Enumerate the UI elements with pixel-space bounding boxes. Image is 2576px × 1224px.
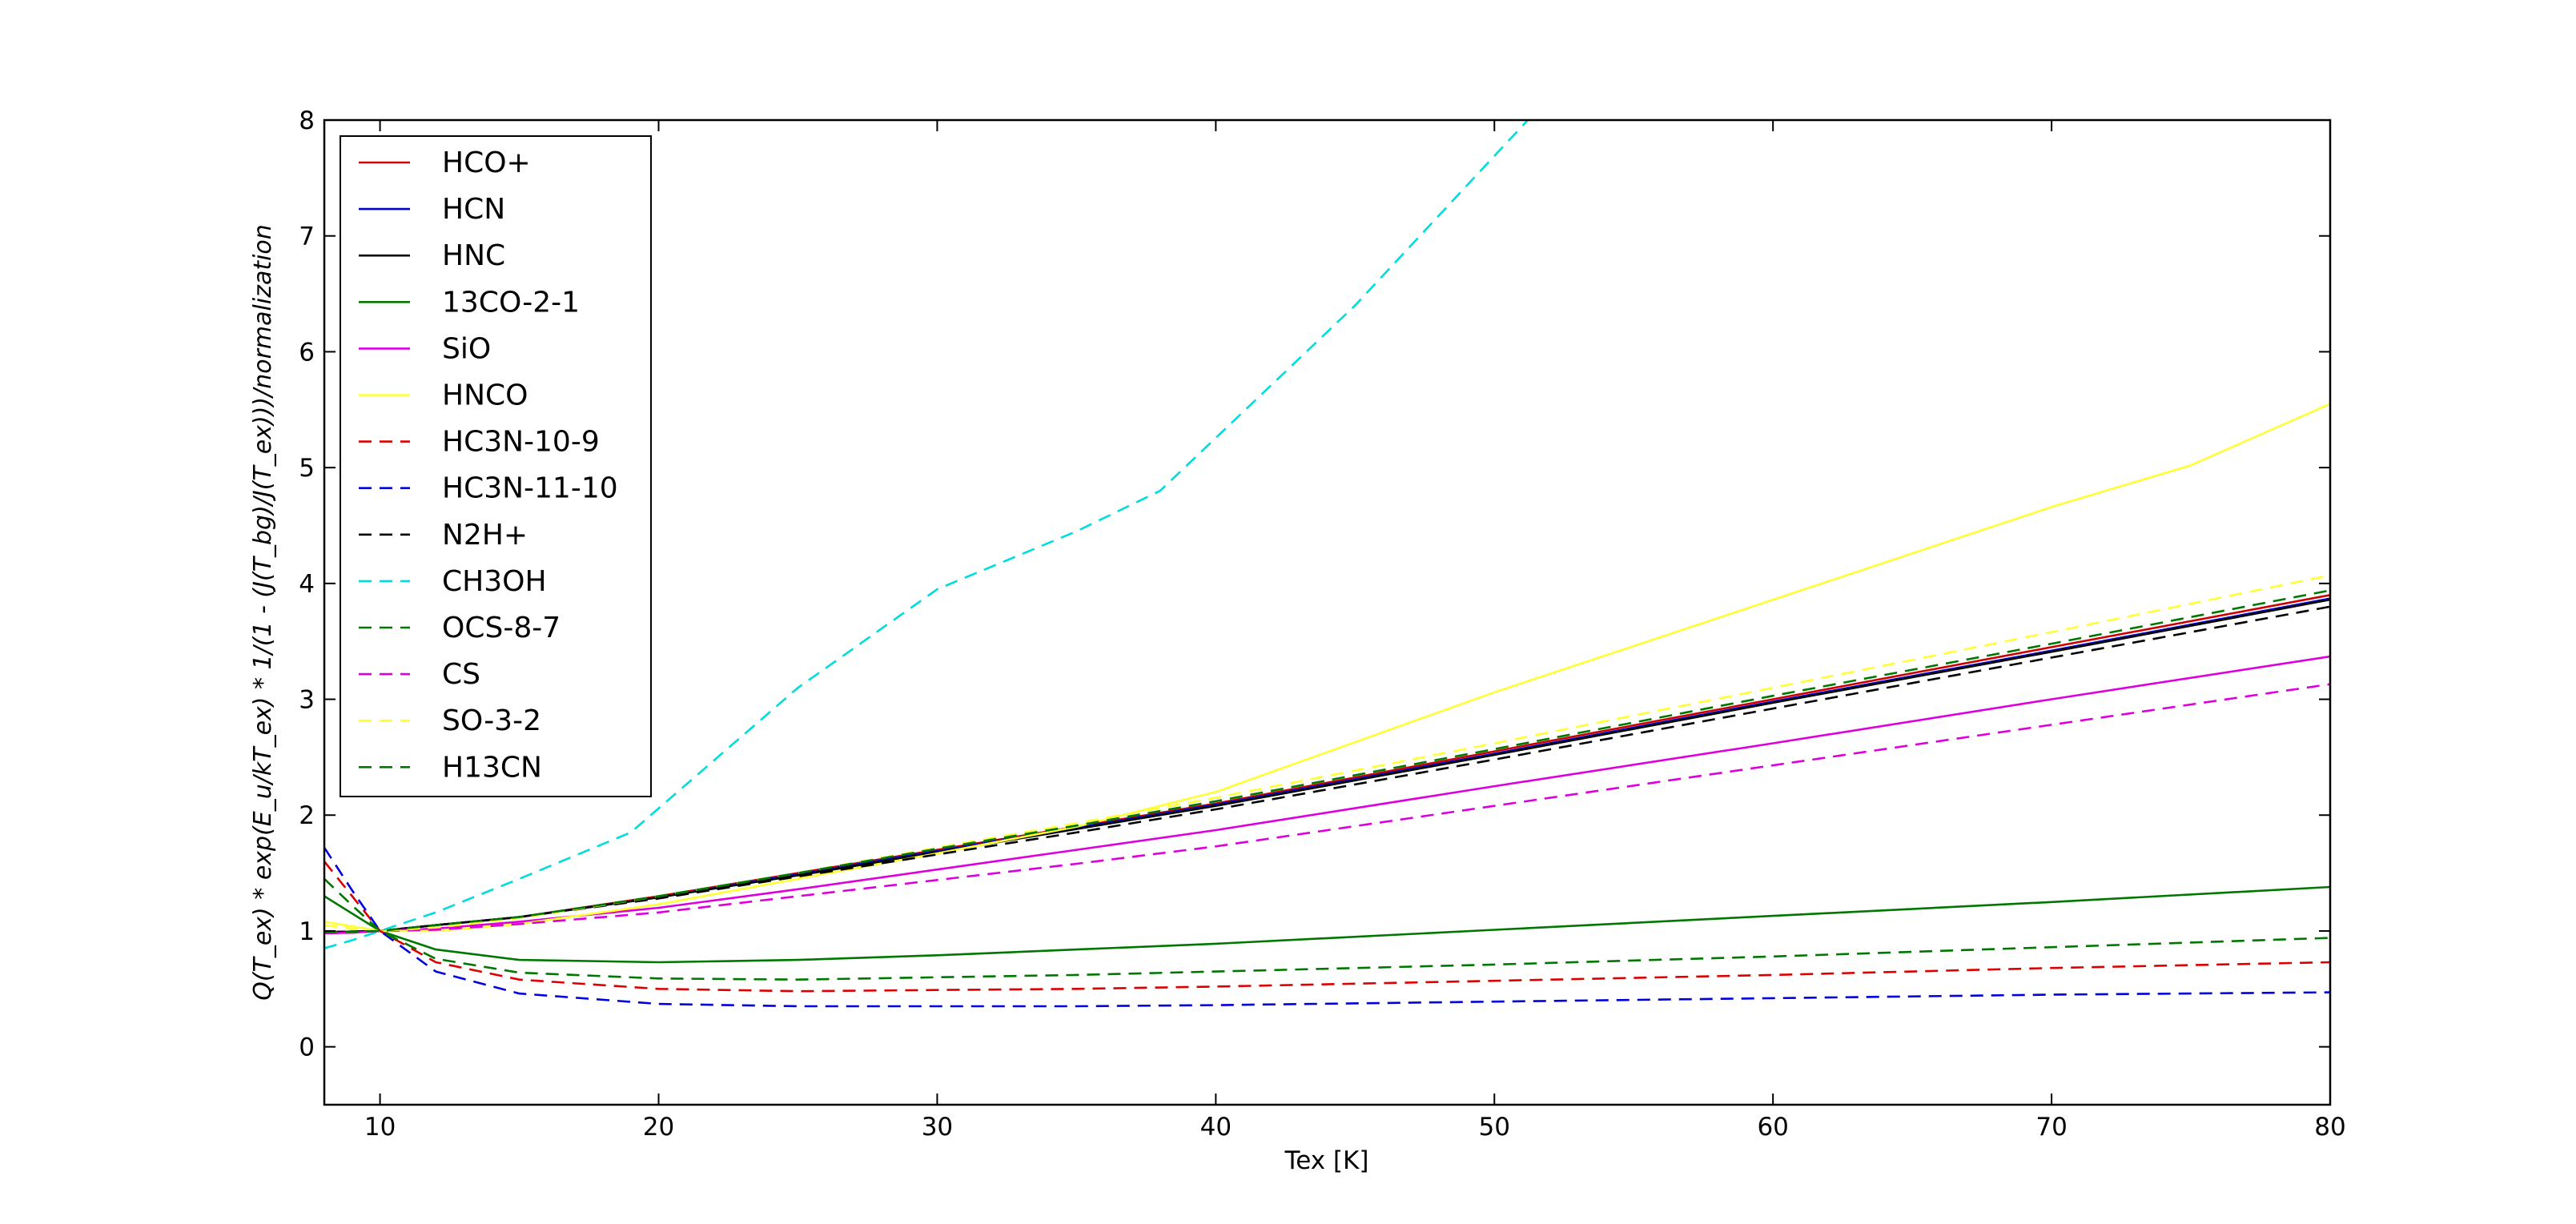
plot-frame — [323, 118, 2332, 1106]
x-tick-label: 40 — [1200, 1113, 1232, 1142]
legend: HCO+ HCN HNC 13CO-2-1 SiO HNCO HC3N-10-9 HC3N-1… — [340, 135, 652, 797]
series-line-ch3oh — [324, 120, 1529, 949]
legend-label: HNCO — [442, 379, 528, 412]
x-axis-label: Tex [K] — [1284, 1146, 1369, 1175]
y-tick-label: 7 — [299, 223, 315, 251]
legend-label: H13CN — [442, 751, 542, 784]
x-tick-label: 70 — [2035, 1113, 2067, 1142]
legend-items: HCO+ HCN HNC 13CO-2-1 SiO HNCO HC3N-10-9 HC3N-1… — [359, 146, 618, 784]
series-line-13co-2-1 — [324, 885, 2330, 964]
y-axis-label: Q(T_ex) * exp(E_u/kT_ex) * 1/(1 - (J(T_b… — [249, 224, 277, 1001]
series-line-ocs-8-7 — [324, 877, 2330, 981]
legend-box — [340, 135, 652, 797]
series-layer — [324, 120, 2330, 1008]
legend-label: CH3OH — [442, 565, 547, 598]
legend-label: HC3N-10-9 — [442, 426, 600, 459]
tick-layer: 10 20 30 40 50 60 70 80 0 1 2 3 4 5 6 7 8 — [299, 106, 2345, 1142]
x-tick-label: 10 — [364, 1113, 396, 1142]
x-tick-label: 30 — [922, 1113, 953, 1142]
y-axis-label-text: Q(T_ex) * exp(E_u/kT_ex) * 1/(1 - (J(T_b… — [249, 224, 277, 1001]
legend-label: HCN — [442, 193, 505, 226]
legend-label: 13CO-2-1 — [442, 286, 580, 319]
legend-label: SO-3-2 — [442, 704, 541, 737]
y-tick-label: 6 — [299, 338, 315, 367]
y-tick-label: 2 — [299, 801, 315, 830]
legend-label: HCO+ — [442, 146, 531, 179]
y-tick-label: 8 — [299, 106, 315, 135]
y-tick-label: 3 — [299, 686, 315, 715]
y-tick-label: 5 — [299, 454, 315, 483]
x-tick-label: 50 — [1479, 1113, 1510, 1142]
y-tick-label: 1 — [299, 917, 315, 946]
series-line-h13cn — [324, 589, 2330, 933]
y-tick-label: 0 — [299, 1033, 315, 1062]
x-tick-label: 60 — [1757, 1113, 1788, 1142]
legend-label: SiO — [442, 332, 491, 365]
legend-label: N2H+ — [442, 519, 528, 552]
legend-label: HNC — [442, 239, 505, 272]
y-tick-label: 4 — [299, 570, 315, 599]
legend-label: CS — [442, 658, 480, 691]
series-line-hc3n-10-9 — [324, 861, 2330, 993]
legend-label: OCS-8-7 — [442, 612, 561, 644]
legend-label: HC3N-11-10 — [442, 472, 618, 505]
x-tick-label: 80 — [2314, 1113, 2345, 1142]
x-tick-label: 20 — [643, 1113, 674, 1142]
series-line-hc3n-11-10 — [324, 847, 2330, 1008]
